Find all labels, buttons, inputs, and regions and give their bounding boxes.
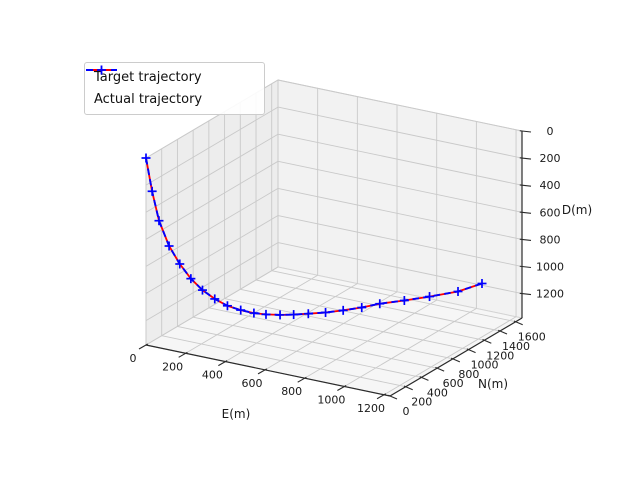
d-axis-tick <box>519 238 532 241</box>
n-axis-tick <box>482 339 492 344</box>
legend-item-actual: Actual trajectory <box>86 65 255 108</box>
n-axis-label: N(m) <box>478 377 508 391</box>
n-axis-tick-label: 600 <box>443 377 464 390</box>
d-axis-tick-label: 1000 <box>536 261 564 274</box>
n-axis-tick-label: 800 <box>458 368 479 381</box>
e-axis-tick <box>297 376 307 383</box>
n-axis-tick <box>435 366 445 372</box>
e-axis-tick-label: 600 <box>242 377 263 390</box>
n-axis-tick-label: 1000 <box>471 359 499 372</box>
d-axis-tick <box>519 184 532 187</box>
legend-label-target: Target trajectory <box>94 70 202 85</box>
legend-item-target: Target trajectory <box>86 69 255 86</box>
grid-lines <box>145 79 523 397</box>
e-axis-tick <box>337 384 347 391</box>
d-axis-tick-label: 0 <box>547 125 554 138</box>
d-axis-tick-label: 1200 <box>536 288 564 301</box>
actual-trajectory-markers <box>141 153 487 320</box>
d-axis-label: D(m) <box>562 203 592 217</box>
n-axis-tick-label: 1200 <box>486 349 514 362</box>
e-axis-label: E(m) <box>222 407 251 421</box>
d-axis-tick-label: 200 <box>540 152 561 165</box>
d-axis-tick <box>519 157 532 160</box>
e-axis-tick <box>178 351 188 358</box>
d-axis-tick-label: 800 <box>540 233 561 246</box>
d-axis-tick-label: 400 <box>540 179 561 192</box>
n-axis-tick-label: 0 <box>403 405 410 418</box>
legend: Target trajectory Actual trajectory <box>84 62 265 115</box>
n-axis-tick-label: 1400 <box>502 340 530 353</box>
d-axis-tick <box>519 265 532 269</box>
legend-label-actual: Actual trajectory <box>94 92 203 107</box>
panes <box>144 79 524 397</box>
n-axis-tick <box>450 357 461 363</box>
n-axis-tick <box>419 376 429 381</box>
n-axis-tick-label: 200 <box>411 396 432 409</box>
n-axis-tick <box>388 394 398 400</box>
e-axis-tick-label: 1000 <box>317 393 345 406</box>
e-axis-tick-label: 200 <box>162 360 183 373</box>
e-axis-tick-label: 1200 <box>357 402 385 415</box>
actual-line-sample-icon <box>86 65 117 75</box>
d-axis-tick-label: 600 <box>540 206 561 219</box>
n-axis-tick <box>513 320 523 326</box>
axis-ticks <box>138 130 532 400</box>
e-axis-tick-label: 400 <box>202 369 223 382</box>
e-axis-tick-label: 0 <box>130 352 137 365</box>
d-axis-tick <box>519 130 532 133</box>
axis-name-labels: E(m) N(m) D(m) <box>222 203 592 421</box>
n-axis-tick-label: 400 <box>427 386 448 399</box>
e-axis-tick <box>218 360 228 367</box>
n-axis-tick <box>466 348 476 354</box>
e-axis-tick-label: 800 <box>281 385 302 398</box>
d-axis-tick <box>519 292 532 296</box>
n-axis-tick <box>403 385 413 391</box>
e-axis-tick <box>376 393 387 400</box>
n-axis-tick-label: 1600 <box>518 331 546 344</box>
e-axis-tick <box>257 368 268 375</box>
d-axis-tick <box>519 211 532 214</box>
e-axis-tick <box>138 343 149 350</box>
n-axis-tick <box>498 329 508 335</box>
e-axis-spine <box>145 344 391 397</box>
